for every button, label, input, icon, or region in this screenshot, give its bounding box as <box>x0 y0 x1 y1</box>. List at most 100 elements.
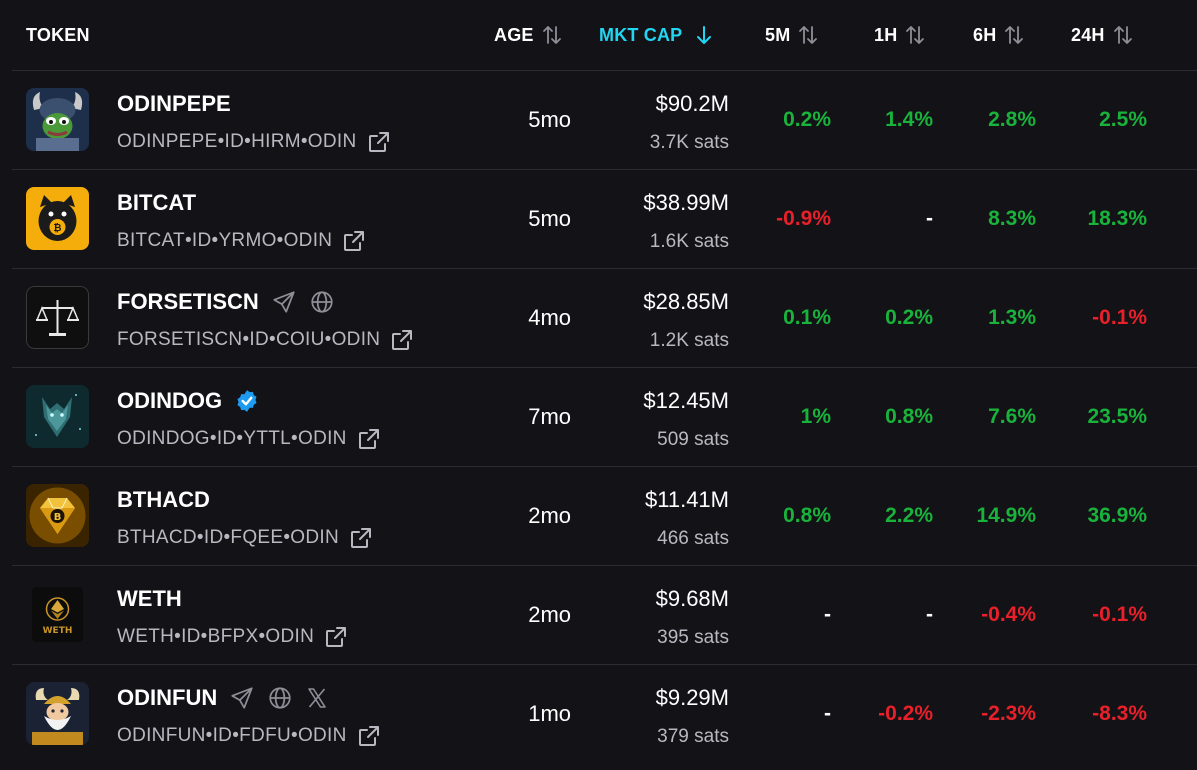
token-age: 4mo <box>528 305 571 330</box>
header-5m-sort[interactable]: 5M <box>765 22 820 48</box>
header-mcap-label: MKT CAP <box>599 24 683 45</box>
scales-avatar <box>26 286 89 349</box>
table-row[interactable]: ODINPEPE ODINPEPE•ID•HIRM•ODIN 5mo $90.2… <box>12 70 1197 169</box>
token-name[interactable]: BITCAT <box>117 190 197 215</box>
market-cap: $9.68M <box>655 586 729 611</box>
token-name[interactable]: ODINFUN <box>117 685 218 710</box>
price-sats: 395 sats <box>657 627 729 648</box>
token-name-line: WETH <box>117 585 182 613</box>
change-5m: 0.2% <box>783 108 831 131</box>
token-ticker-line: BITCAT•ID•YRMO•ODIN <box>117 228 366 254</box>
header-6h-sort[interactable]: 6H <box>973 22 1026 48</box>
token-ticker: BITCAT•ID•YRMO•ODIN <box>117 230 333 251</box>
token-name[interactable]: ODINPEPE <box>117 91 231 116</box>
token-ticker: BTHACD•ID•FQEE•ODIN <box>117 527 340 548</box>
header-24h-sort[interactable]: 24H <box>1071 22 1135 48</box>
token-name-line: BTHACD <box>117 486 210 514</box>
weth-avatar-text: WETH <box>43 626 73 636</box>
external-link-icon[interactable] <box>357 724 381 748</box>
market-cap: $90.2M <box>655 91 729 116</box>
external-link-icon[interactable] <box>342 229 366 253</box>
external-link-icon[interactable] <box>324 625 348 649</box>
token-name[interactable]: WETH <box>117 586 182 611</box>
change-1h: -0.2% <box>878 702 933 725</box>
sort-arrows-icon <box>903 23 927 47</box>
header-6h-label: 6H <box>973 24 997 45</box>
token-ticker: WETH•ID•BFPX•ODIN <box>117 626 315 647</box>
svg-text:₿: ₿ <box>53 222 61 234</box>
token-age: 5mo <box>528 107 571 132</box>
table-row[interactable]: ODINFUN ODINFUN•ID•FDFU•ODIN 1mo $9.29M … <box>12 664 1197 763</box>
change-6h: 7.6% <box>988 405 1036 428</box>
external-link-icon[interactable] <box>390 328 414 352</box>
change-1h: 1.4% <box>885 108 933 131</box>
token-age: 2mo <box>528 602 571 627</box>
table-row[interactable]: B BTHACD BTHACD•ID•FQEE•ODIN 2mo $11.41M… <box>12 466 1197 565</box>
token-ticker: ODINDOG•ID•YTTL•ODIN <box>117 428 347 449</box>
table-row[interactable]: ODINDOG ODINDOG•ID•YTTL•ODIN 7mo $12.45M… <box>12 367 1197 466</box>
x-twitter-icon[interactable] <box>305 686 329 710</box>
change-24h: -8.3% <box>1092 702 1147 725</box>
svg-text:B: B <box>54 512 62 523</box>
header-1h-label: 1H <box>874 24 898 45</box>
token-age: 1mo <box>528 701 571 726</box>
header-mcap-sort[interactable]: MKT CAP <box>599 22 716 48</box>
change-6h: 14.9% <box>976 504 1036 527</box>
token-ticker: FORSETISCN•ID•COIU•ODIN <box>117 329 381 350</box>
table-row[interactable]: WETH WETH WETH•ID•BFPX•ODIN 2mo $9.68M 3… <box>12 565 1197 664</box>
token-age: 5mo <box>528 206 571 231</box>
globe-icon[interactable] <box>267 685 293 711</box>
odin-avatar <box>26 682 89 745</box>
header-token: TOKEN <box>26 24 90 45</box>
table-row[interactable]: ₿ BITCAT BITCAT•ID•YRMO•ODIN 5mo $38.99M… <box>12 169 1197 268</box>
wolf-avatar <box>26 385 89 448</box>
header-5m-label: 5M <box>765 24 791 45</box>
header-1h-sort[interactable]: 1H <box>874 22 927 48</box>
change-1h: 2.2% <box>885 504 933 527</box>
market-cap: $9.29M <box>655 685 729 710</box>
token-name-line: BITCAT <box>117 189 196 217</box>
change-24h: 18.3% <box>1087 207 1147 230</box>
pepe-viking-avatar <box>26 88 89 151</box>
change-1h: 0.2% <box>885 306 933 329</box>
change-6h: -0.4% <box>981 603 1036 626</box>
globe-icon[interactable] <box>309 289 335 315</box>
bitcat-avatar: ₿ <box>26 187 89 250</box>
external-link-icon[interactable] <box>367 130 391 154</box>
sort-down-icon <box>692 23 716 47</box>
change-5m: - <box>824 702 831 725</box>
table-header: TOKEN AGE MKT CAP 5M 1H 6H 24H <box>0 0 1197 70</box>
market-cap: $28.85M <box>643 289 729 314</box>
sort-arrows-icon <box>540 23 564 47</box>
token-name-line: ODINPEPE <box>117 90 231 118</box>
price-sats: 466 sats <box>657 528 729 549</box>
sort-arrows-icon <box>1002 23 1026 47</box>
change-1h: - <box>926 603 933 626</box>
header-24h-label: 24H <box>1071 24 1105 45</box>
token-ticker: ODINFUN•ID•FDFU•ODIN <box>117 725 347 746</box>
header-age-sort[interactable]: AGE <box>494 22 564 48</box>
token-age: 7mo <box>528 404 571 429</box>
token-name-line: ODINFUN <box>117 684 329 712</box>
change-1h: 0.8% <box>885 405 933 428</box>
change-6h: 8.3% <box>988 207 1036 230</box>
token-ticker-line: ODINFUN•ID•FDFU•ODIN <box>117 723 381 749</box>
price-sats: 1.2K sats <box>649 330 729 351</box>
weth-avatar: WETH <box>26 583 89 646</box>
price-sats: 1.6K sats <box>649 231 729 252</box>
telegram-icon[interactable] <box>229 685 255 711</box>
telegram-icon[interactable] <box>271 289 297 315</box>
external-link-icon[interactable] <box>357 427 381 451</box>
token-name-line: ODINDOG <box>117 387 260 415</box>
price-sats: 509 sats <box>657 429 729 450</box>
change-24h: -0.1% <box>1092 306 1147 329</box>
change-24h: 2.5% <box>1099 108 1147 131</box>
change-1h: - <box>926 207 933 230</box>
table-row[interactable]: FORSETISCN FORSETISCN•ID•COIU•ODIN 4mo $… <box>12 268 1197 367</box>
change-6h: -2.3% <box>981 702 1036 725</box>
token-name[interactable]: FORSETISCN <box>117 289 259 314</box>
token-name[interactable]: ODINDOG <box>117 388 223 413</box>
external-link-icon[interactable] <box>349 526 373 550</box>
token-name[interactable]: BTHACD <box>117 487 210 512</box>
